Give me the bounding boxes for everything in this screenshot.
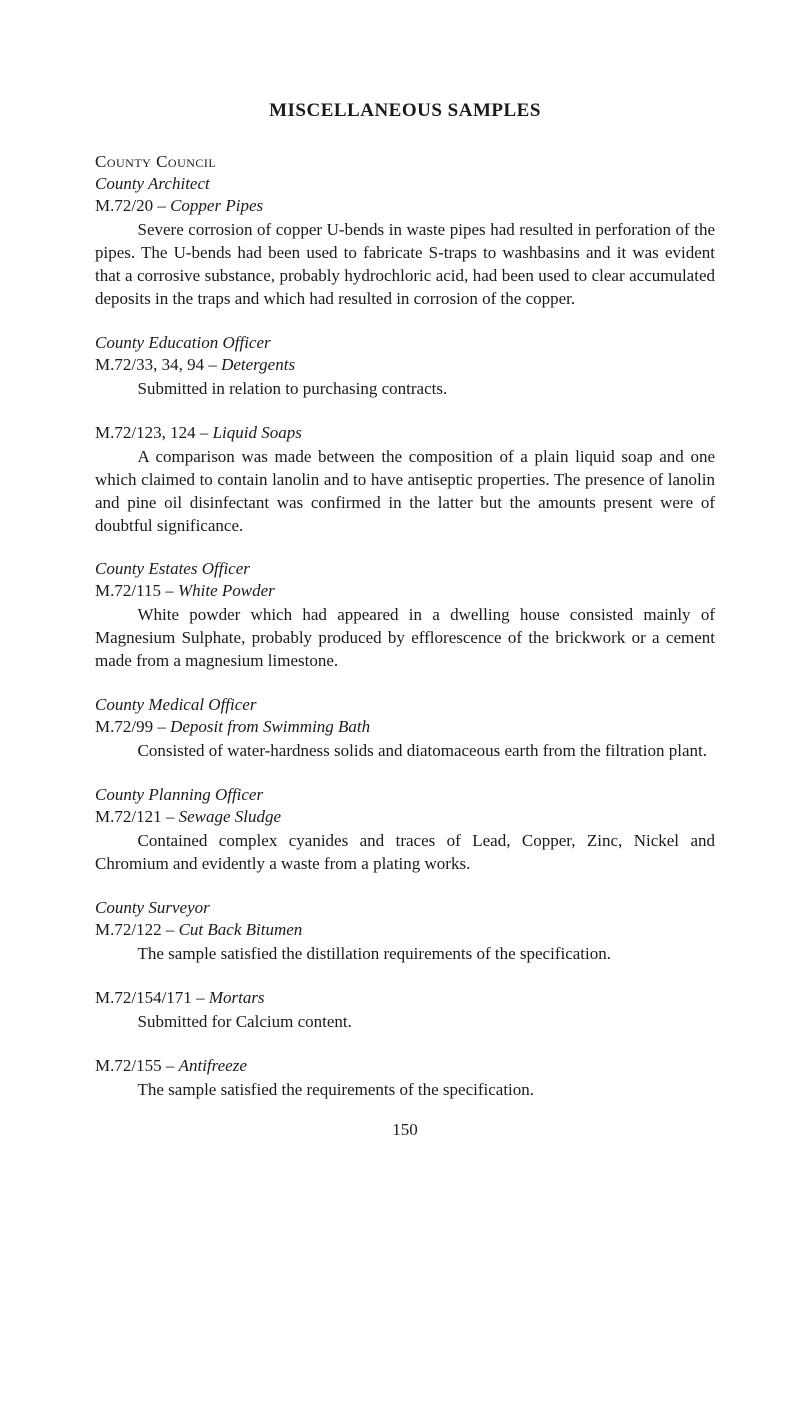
county-council-heading: County Council (95, 152, 715, 172)
entry-code: M.72/154/171 (95, 988, 192, 1007)
entry-desc: Deposit from Swimming Bath (170, 717, 370, 736)
entry-sep: – (153, 196, 170, 215)
entry-desc: White Powder (178, 581, 275, 600)
section-estates: County Estates Officer M.72/115 – White … (95, 559, 715, 673)
entry-sep: – (161, 581, 178, 600)
entry-line: M.72/121 – Sewage Sludge (95, 807, 715, 827)
entry-sep: – (162, 1056, 179, 1075)
entry-code: M.72/123, 124 (95, 423, 196, 442)
entry-sep: – (153, 717, 170, 736)
section-medical: County Medical Officer M.72/99 – Deposit… (95, 695, 715, 763)
section-planning: County Planning Officer M.72/121 – Sewag… (95, 785, 715, 876)
entry-line: M.72/115 – White Powder (95, 581, 715, 601)
role-heading: County Planning Officer (95, 785, 715, 805)
page-title: MISCELLANEOUS SAMPLES (95, 100, 715, 122)
entry-body: Submitted in relation to purchasing cont… (95, 378, 715, 401)
role-heading: County Surveyor (95, 898, 715, 918)
entry-block: M.72/123, 124 – Liquid Soaps A compariso… (95, 423, 715, 538)
entry-body: Consisted of water-hardness solids and d… (95, 740, 715, 763)
entry-code: M.72/121 (95, 807, 162, 826)
entry-desc: Copper Pipes (170, 196, 263, 215)
entry-code: M.72/115 (95, 581, 161, 600)
role-heading: County Architect (95, 174, 715, 194)
entry-body: The sample satisfied the requirements of… (95, 1079, 715, 1102)
entry-sep: – (204, 355, 221, 374)
entry-line: M.72/122 – Cut Back Bitumen (95, 920, 715, 940)
entry-desc: Cut Back Bitumen (179, 920, 303, 939)
role-heading: County Medical Officer (95, 695, 715, 715)
entry-body: The sample satisfied the distillation re… (95, 943, 715, 966)
entry-body: A comparison was made between the compos… (95, 446, 715, 538)
entry-body: Contained complex cyanides and traces of… (95, 830, 715, 876)
entry-block: M.72/155 – Antifreeze The sample satisfi… (95, 1056, 715, 1102)
entry-sep: – (196, 423, 213, 442)
entry-desc: Sewage Sludge (179, 807, 281, 826)
page-number: 150 (95, 1120, 715, 1140)
entry-code: M.72/155 (95, 1056, 162, 1075)
entry-desc: Mortars (209, 988, 265, 1007)
entry-code: M.72/122 (95, 920, 162, 939)
entry-sep: – (162, 920, 179, 939)
entry-desc: Antifreeze (179, 1056, 247, 1075)
document-page: MISCELLANEOUS SAMPLES County Council Cou… (95, 100, 715, 1140)
entry-body: Submitted for Calcium content. (95, 1011, 715, 1034)
entry-code: M.72/99 (95, 717, 153, 736)
entry-line: M.72/123, 124 – Liquid Soaps (95, 423, 715, 443)
entry-line: M.72/20 – Copper Pipes (95, 196, 715, 216)
entry-code: M.72/20 (95, 196, 153, 215)
entry-line: M.72/154/171 – Mortars (95, 988, 715, 1008)
entry-block: M.72/154/171 – Mortars Submitted for Cal… (95, 988, 715, 1034)
entry-sep: – (162, 807, 179, 826)
section-surveyor: County Surveyor M.72/122 – Cut Back Bitu… (95, 898, 715, 966)
entry-body: White powder which had appeared in a dwe… (95, 604, 715, 673)
role-heading: County Estates Officer (95, 559, 715, 579)
entry-code: M.72/33, 34, 94 (95, 355, 204, 374)
role-heading: County Education Officer (95, 333, 715, 353)
entry-sep: – (192, 988, 209, 1007)
entry-desc: Detergents (221, 355, 295, 374)
entry-line: M.72/33, 34, 94 – Detergents (95, 355, 715, 375)
entry-desc: Liquid Soaps (213, 423, 302, 442)
section-architect: County Architect M.72/20 – Copper Pipes … (95, 174, 715, 311)
entry-body: Severe corrosion of copper U-bends in wa… (95, 219, 715, 311)
entry-line: M.72/99 – Deposit from Swimming Bath (95, 717, 715, 737)
section-education: County Education Officer M.72/33, 34, 94… (95, 333, 715, 401)
entry-line: M.72/155 – Antifreeze (95, 1056, 715, 1076)
